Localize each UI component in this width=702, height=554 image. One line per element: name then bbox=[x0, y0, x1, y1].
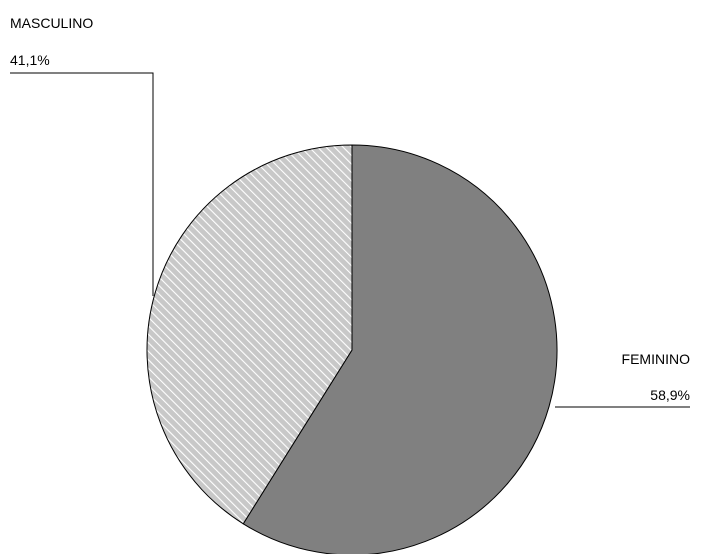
slice-label-feminino: FEMININO bbox=[622, 351, 691, 367]
slice-label-masculino: MASCULINO bbox=[10, 15, 93, 31]
value-label-feminino: 58,9% bbox=[650, 387, 690, 403]
leader-line-masculino bbox=[10, 72, 154, 296]
value-label-masculino: 41,1% bbox=[10, 52, 50, 68]
pie-slice-masculino bbox=[146, 144, 353, 525]
pie-slice-feminino bbox=[242, 144, 558, 554]
